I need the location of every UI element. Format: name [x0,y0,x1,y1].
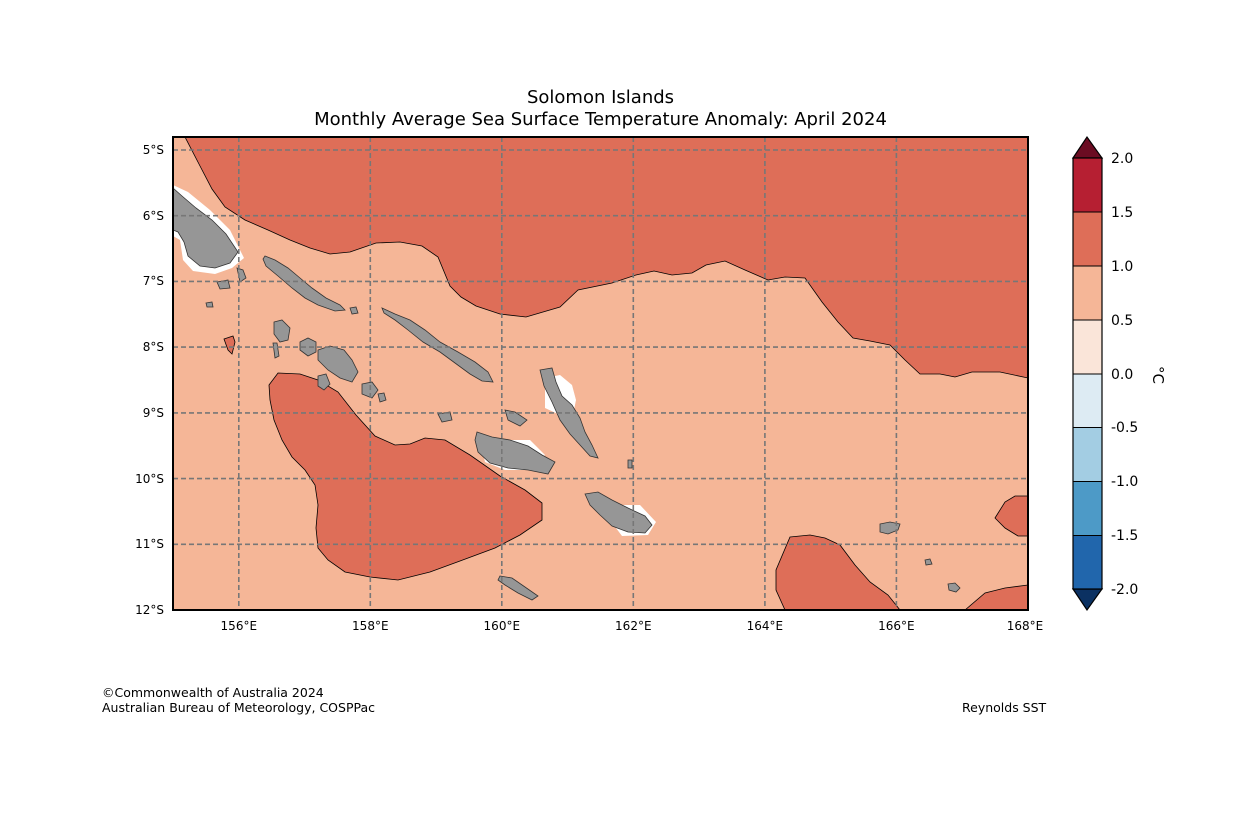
colorbar-under-arrow [1071,588,1104,612]
lon-tick-label: 164°E [747,619,784,633]
warm-region-southeast-corner [964,584,1028,610]
colorbar-bin [1073,158,1102,212]
data-source: Reynolds SST [962,700,1047,715]
lon-tick-label: 160°E [484,619,521,633]
colorbar: 2.0 1.5 1.0 0.5 0.0 -0.5 -1.0 -1.5 -2.0 … [1071,135,1167,612]
warm-region-east-patch [994,495,1028,537]
land-bougainville [173,187,239,269]
colorbar-over-arrow [1071,135,1104,159]
lon-axis: 156°E 158°E 160°E 162°E 164°E 166°E 168°… [221,619,1044,633]
land-new-georgia [317,345,359,383]
lat-tick-label: 6°S [143,209,164,223]
land-rennell [497,575,539,601]
warm-islet [223,335,236,355]
map-body [173,137,1028,610]
land-guadalcanal [474,431,556,475]
colorbar-bin [1073,374,1102,428]
land-makira [584,491,653,534]
agency-credit: Australian Bureau of Meteorology, COSPPa… [102,700,375,715]
lat-tick-label: 10°S [135,472,164,486]
lat-tick-label: 11°S [135,537,164,551]
colorbar-bin [1073,212,1102,266]
colorbar-frame [1072,157,1103,590]
colorbar-dividers [1073,211,1102,536]
colorbar-bin [1073,266,1102,320]
colorbar-label: 1.0 [1111,259,1133,275]
land-ranongga [273,319,291,343]
lat-tick-label: 12°S [135,603,164,617]
land-santa-cruz [879,521,901,535]
colorbar-label: -1.5 [1111,528,1138,544]
land-vella-lavella [299,337,317,357]
lon-tick-label: 168°E [1007,619,1044,633]
colorbar-labels: 2.0 1.5 1.0 0.5 0.0 -0.5 -1.0 -1.5 -2.0 [1111,151,1138,598]
land-kolombangara [317,373,331,391]
colorbar-label: -0.5 [1111,420,1138,436]
lon-tick-label: 166°E [878,619,915,633]
land-islet-b [377,392,387,403]
lat-tick-label: 7°S [143,274,164,288]
land-shortland [205,301,214,308]
land-islet-a [349,306,359,315]
map-frame [172,136,1029,611]
lon-tick-label: 162°E [615,619,652,633]
lat-tick-label: 8°S [143,340,164,354]
gridlines [173,137,1028,610]
colorbar-label: -2.0 [1111,582,1138,598]
colorbar-bin [1073,320,1102,374]
lon-tick-label: 158°E [352,619,389,633]
warm-region-southeast [775,534,901,610]
map-subtitle: Monthly Average Sea Surface Temperature … [314,109,887,130]
colorbar-label: 0.0 [1111,367,1133,383]
land-ulawa [627,459,633,469]
lat-axis: 5°S 6°S 7°S 8°S 9°S 10°S 11°S 12°S [135,143,164,617]
land-choiseul [262,255,346,312]
land-vanikoro [947,582,961,593]
colorbar-label: 0.5 [1111,313,1133,329]
copyright-notice: ©Commonwealth of Australia 2024 [102,685,324,700]
land-santa-isabel [381,307,494,383]
colorbar-unit: °C [1149,366,1167,384]
colorbar-bin [1073,481,1102,536]
colorbar-bin [1073,535,1102,589]
colorbar-label: -1.0 [1111,474,1138,490]
warm-region-southwest [268,372,543,581]
colorbar-bin [1073,427,1102,482]
colorbar-label: 2.0 [1111,151,1133,167]
lat-tick-label: 5°S [143,143,164,157]
colorbar-label: 1.5 [1111,205,1133,221]
lon-tick-label: 156°E [221,619,258,633]
land-florida [504,409,528,427]
map-title: Solomon Islands [526,87,675,108]
warm-region-north [184,137,1028,379]
lat-tick-label: 9°S [143,406,164,420]
land-utupua [924,558,933,566]
